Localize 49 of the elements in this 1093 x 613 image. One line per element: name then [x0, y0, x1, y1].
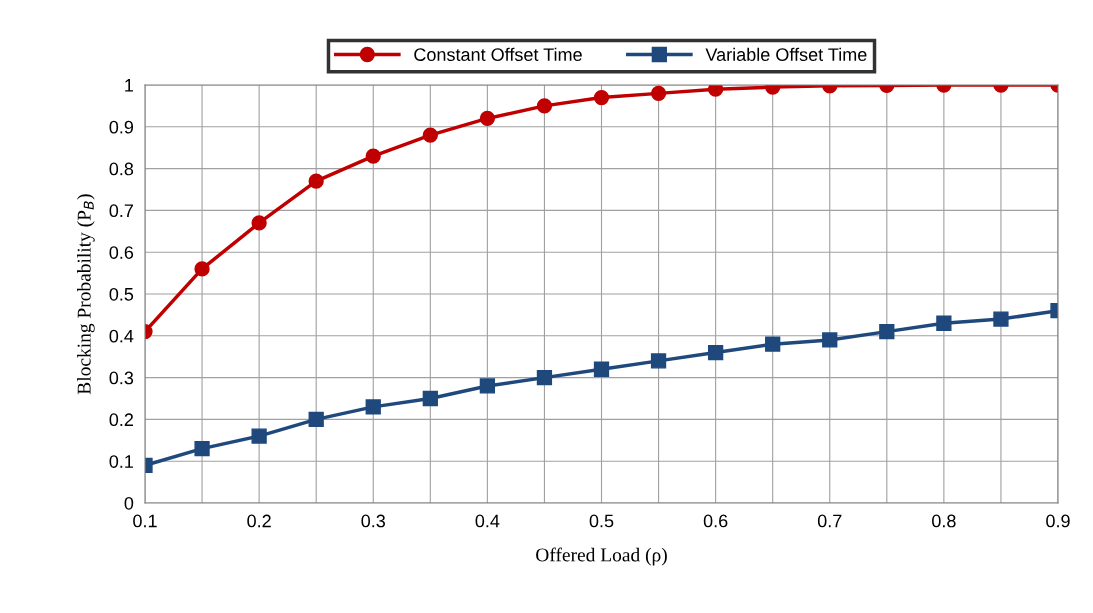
point [308, 411, 324, 428]
point [422, 127, 438, 143]
point [879, 323, 895, 340]
point [822, 332, 838, 348]
legend-label: Constant Offset Time [414, 47, 582, 61]
y-tick-label: 0.2 [109, 413, 133, 427]
point [308, 173, 324, 189]
y-tick-label: 0.1 [109, 455, 134, 468]
legend-label: Variable Offset Time [705, 47, 867, 61]
y-tick-label: 0.5 [109, 287, 134, 301]
point [365, 399, 381, 415]
x-tick-label: 0.6 [703, 514, 728, 528]
point [707, 344, 724, 361]
point [765, 336, 781, 352]
y-tick-label: 0.9 [109, 120, 134, 134]
x-tick-label: 0.8 [932, 514, 956, 528]
point [536, 369, 553, 386]
point [365, 148, 381, 164]
point [593, 89, 610, 106]
point [650, 353, 667, 369]
x-tick-label: 0.1 [133, 514, 157, 528]
y-tick-label: 0.8 [109, 162, 134, 176]
point [993, 311, 1009, 327]
y-axis-title: Blocking Probability (P$_{B}$) [77, 194, 95, 395]
y-tick-label: 0.7 [109, 204, 133, 218]
x-tick-label: 0.3 [361, 514, 386, 528]
point [936, 315, 952, 331]
point [479, 110, 496, 127]
point [650, 85, 667, 101]
point [422, 390, 438, 407]
point [194, 441, 210, 457]
x-tick-label: 0.4 [475, 514, 500, 528]
point [593, 361, 610, 377]
point [194, 261, 210, 277]
point [251, 215, 267, 231]
y-tick-label: 0.4 [109, 329, 134, 343]
point [251, 428, 267, 444]
x-tick-label: 0.7 [817, 514, 842, 528]
x-tick-label: 0.9 [1046, 514, 1070, 528]
point [479, 378, 496, 394]
x-axis-title: Offered Load (ρ) [536, 547, 667, 566]
point [707, 85, 724, 97]
y-tick-label: 1 [125, 79, 134, 92]
x-tick-label: 0.2 [247, 514, 271, 528]
y-tick-label: 0.3 [109, 371, 134, 385]
y-tick-label: 0.6 [109, 246, 134, 259]
x-tick-label: 0.5 [589, 514, 614, 528]
point [536, 98, 553, 114]
y-tick-label: 0 [124, 496, 134, 510]
